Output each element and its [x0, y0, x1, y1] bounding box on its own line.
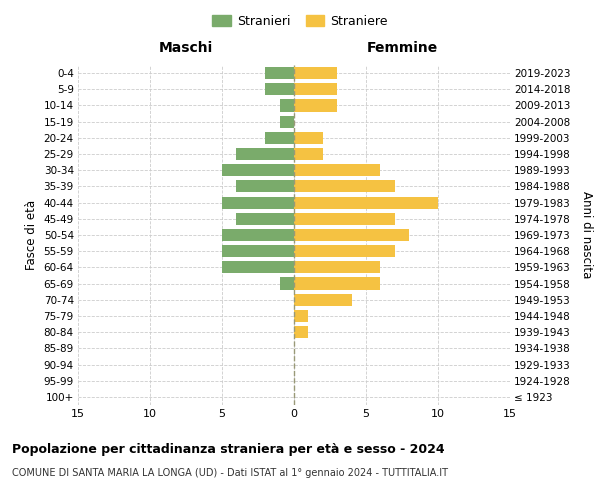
Y-axis label: Anni di nascita: Anni di nascita [580, 192, 593, 278]
Bar [294, 294, 352, 306]
Bar [280, 278, 294, 289]
Bar [294, 164, 380, 176]
Bar [222, 262, 294, 274]
Bar [222, 164, 294, 176]
Bar [265, 132, 294, 144]
Bar [294, 83, 337, 96]
Text: Femmine: Femmine [367, 41, 437, 55]
Bar [294, 196, 438, 208]
Bar [236, 212, 294, 225]
Legend: Stranieri, Straniere: Stranieri, Straniere [206, 8, 394, 34]
Bar [294, 326, 308, 338]
Bar [294, 148, 323, 160]
Text: Maschi: Maschi [159, 41, 213, 55]
Bar [280, 100, 294, 112]
Bar [222, 196, 294, 208]
Bar [265, 67, 294, 79]
Bar [294, 212, 395, 225]
Bar [294, 310, 308, 322]
Y-axis label: Fasce di età: Fasce di età [25, 200, 38, 270]
Bar [294, 132, 323, 144]
Bar [222, 229, 294, 241]
Bar [265, 83, 294, 96]
Bar [236, 180, 294, 192]
Bar [294, 180, 395, 192]
Bar [236, 148, 294, 160]
Bar [294, 100, 337, 112]
Text: COMUNE DI SANTA MARIA LA LONGA (UD) - Dati ISTAT al 1° gennaio 2024 - TUTTITALIA: COMUNE DI SANTA MARIA LA LONGA (UD) - Da… [12, 468, 448, 477]
Text: Popolazione per cittadinanza straniera per età e sesso - 2024: Popolazione per cittadinanza straniera p… [12, 442, 445, 456]
Bar [294, 262, 380, 274]
Bar [280, 116, 294, 128]
Bar [294, 245, 395, 258]
Bar [294, 278, 380, 289]
Bar [222, 245, 294, 258]
Bar [294, 229, 409, 241]
Bar [294, 67, 337, 79]
